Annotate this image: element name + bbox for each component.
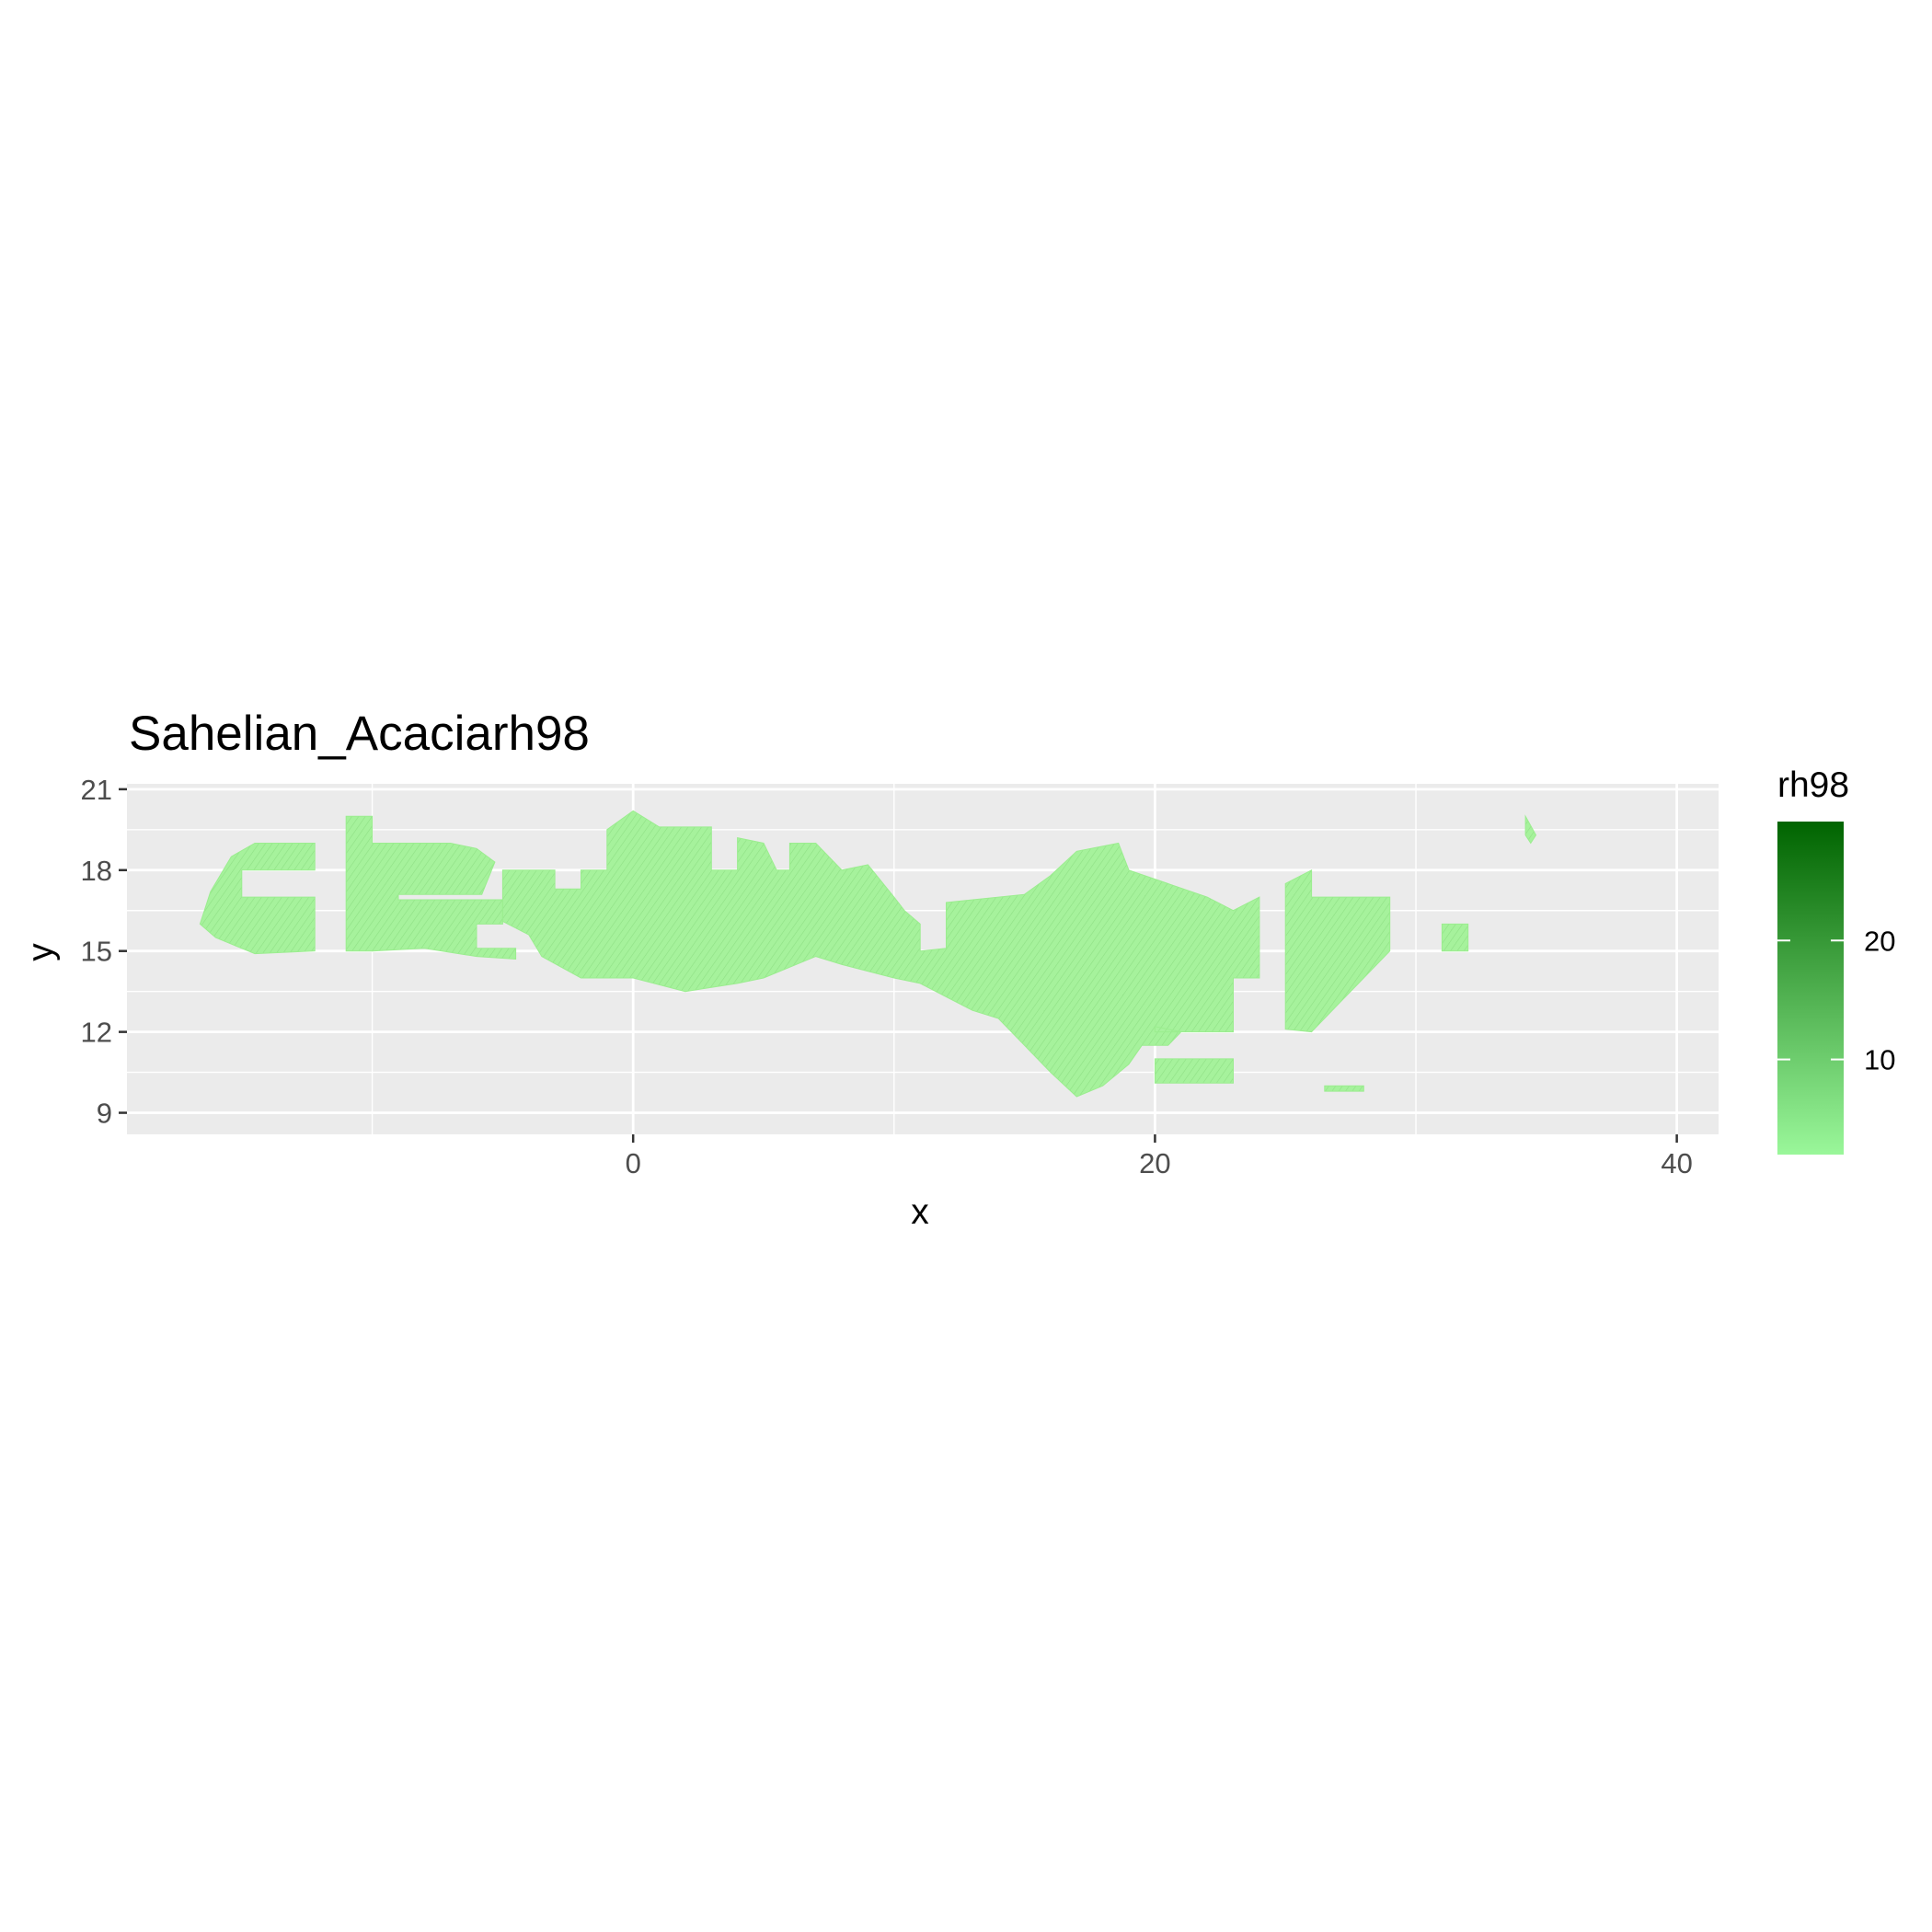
- legend: rh98 10 20: [1777, 765, 1895, 1155]
- raster-region-niger-bend: [501, 810, 1260, 1098]
- y-tick-label: 18: [81, 855, 112, 887]
- legend-ticks: 10 20: [1777, 925, 1895, 1076]
- y-axis-title: y: [21, 943, 61, 961]
- x-axis: 0 20 40: [626, 1134, 1693, 1179]
- legend-title: rh98: [1777, 765, 1849, 805]
- y-tick-label: 21: [81, 774, 112, 806]
- raster-region-thin-strip: [1324, 1085, 1364, 1092]
- y-tick-label: 9: [97, 1098, 112, 1130]
- y-tick-label: 15: [81, 936, 112, 968]
- raster-region-eastern-block-a: [1284, 868, 1391, 1033]
- raster-layer: [199, 810, 1537, 1098]
- legend-colorbar: [1777, 822, 1844, 1155]
- raster-region-southern-strip: [1154, 1058, 1234, 1084]
- raster-region-far-east-speck: [1524, 814, 1537, 845]
- y-tick-label: 12: [81, 1017, 112, 1049]
- legend-tick-label: 10: [1864, 1044, 1895, 1076]
- plot-title: Sahelian_Acaciarh98: [129, 707, 590, 761]
- x-tick-label: 20: [1139, 1147, 1170, 1179]
- y-axis: 9 12 15 18 21: [81, 774, 127, 1130]
- x-tick-label: 0: [626, 1147, 641, 1179]
- raster-region-western-blob: [199, 843, 316, 955]
- x-tick-label: 40: [1661, 1147, 1692, 1179]
- legend-tick-label: 20: [1864, 925, 1895, 957]
- raster-region-eastern-block-b: [1441, 923, 1469, 952]
- x-axis-title: x: [911, 1192, 929, 1232]
